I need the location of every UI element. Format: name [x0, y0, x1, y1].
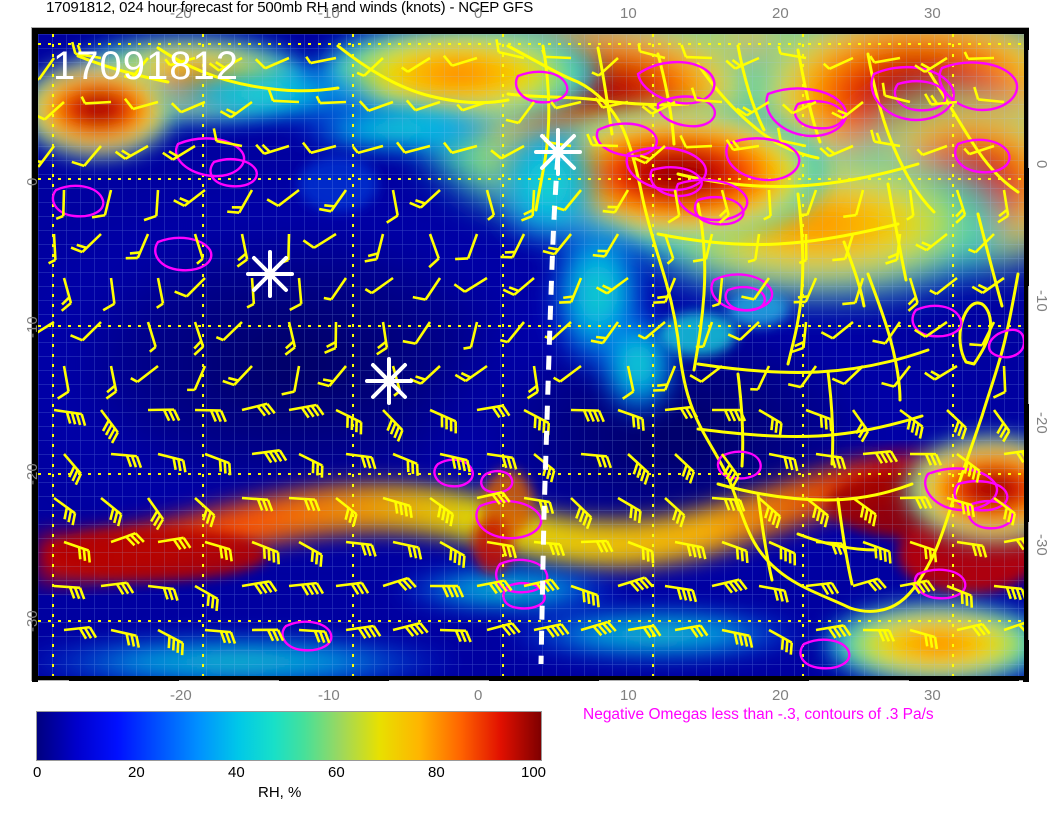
y-axis-right-tick-3: -30 [1033, 534, 1050, 556]
x-axis-bottom-tick-0: -20 [170, 687, 192, 704]
map-border-block [32, 168, 38, 286]
map-border-block [32, 404, 38, 522]
map-canvas[interactable]: 17091812 [38, 34, 1024, 676]
colorbar-label: RH, % [258, 784, 302, 801]
y-axis-right-tick-1: -10 [1033, 290, 1050, 312]
map-border-block [489, 28, 599, 34]
x-axis-top-tick-4: 20 [772, 5, 789, 22]
map-border-block [909, 675, 1019, 681]
y-axis-right-tick-2: -20 [1033, 412, 1050, 434]
map-border-block [699, 28, 809, 34]
map-border-block [69, 675, 179, 681]
map-border-block [279, 28, 389, 34]
x-axis-top-tick-1: -10 [318, 5, 340, 22]
date-stamp-overlay: 17091812 [53, 44, 239, 88]
page-title: 17091812, 024 hour forecast for 500mb RH… [46, 0, 534, 16]
graticule-lines [38, 34, 1024, 676]
map-plot-frame: 17091812 [31, 27, 1029, 682]
x-axis-top-tick-3: 10 [620, 5, 637, 22]
colorbar-tick-3: 60 [328, 764, 345, 781]
y-axis-left-tick-2: -20 [24, 463, 41, 485]
colorbar-tick-4: 80 [428, 764, 445, 781]
storm-marker-2 [246, 250, 294, 298]
omega-annotation: Negative Omegas less than -.3, contours … [583, 706, 934, 723]
x-axis-bottom-tick-4: 20 [772, 687, 789, 704]
x-axis-bottom-tick-2: 0 [474, 687, 483, 704]
rh-colorbar [36, 711, 542, 761]
x-axis-top-tick-2: 0 [474, 5, 483, 22]
map-border-block [489, 675, 599, 681]
colorbar-tick-1: 20 [128, 764, 145, 781]
colorbar-tick-2: 40 [228, 764, 245, 781]
map-border-block [699, 675, 809, 681]
y-axis-left-tick-1: -10 [24, 316, 41, 338]
map-border-block [1023, 28, 1029, 50]
y-axis-right-tick-0: 0 [1033, 160, 1050, 169]
storm-track [538, 155, 561, 665]
colorbar-tick-0: 0 [33, 764, 42, 781]
map-border-block [32, 640, 38, 682]
map-border-block [1023, 640, 1029, 682]
colorbar-tick-5: 100 [521, 764, 547, 781]
storm-marker-group[interactable] [38, 34, 1024, 676]
map-border-block [909, 28, 1019, 34]
y-axis-left-tick-3: -30 [24, 610, 41, 632]
map-border-block [69, 28, 179, 34]
map-border-block [32, 28, 38, 50]
x-axis-bottom-tick-1: -10 [318, 687, 340, 704]
y-axis-left-tick-0: 0 [24, 177, 41, 186]
x-axis-bottom-tick-5: 30 [924, 687, 941, 704]
x-axis-top-tick-0: -20 [170, 5, 192, 22]
map-border-block [1023, 404, 1029, 522]
x-axis-top-tick-5: 30 [924, 5, 941, 22]
x-axis-bottom-tick-3: 10 [620, 687, 637, 704]
map-border-block [1023, 168, 1029, 286]
map-border-block [279, 675, 389, 681]
storm-marker-3 [365, 357, 413, 405]
storm-marker-1 [534, 128, 582, 176]
